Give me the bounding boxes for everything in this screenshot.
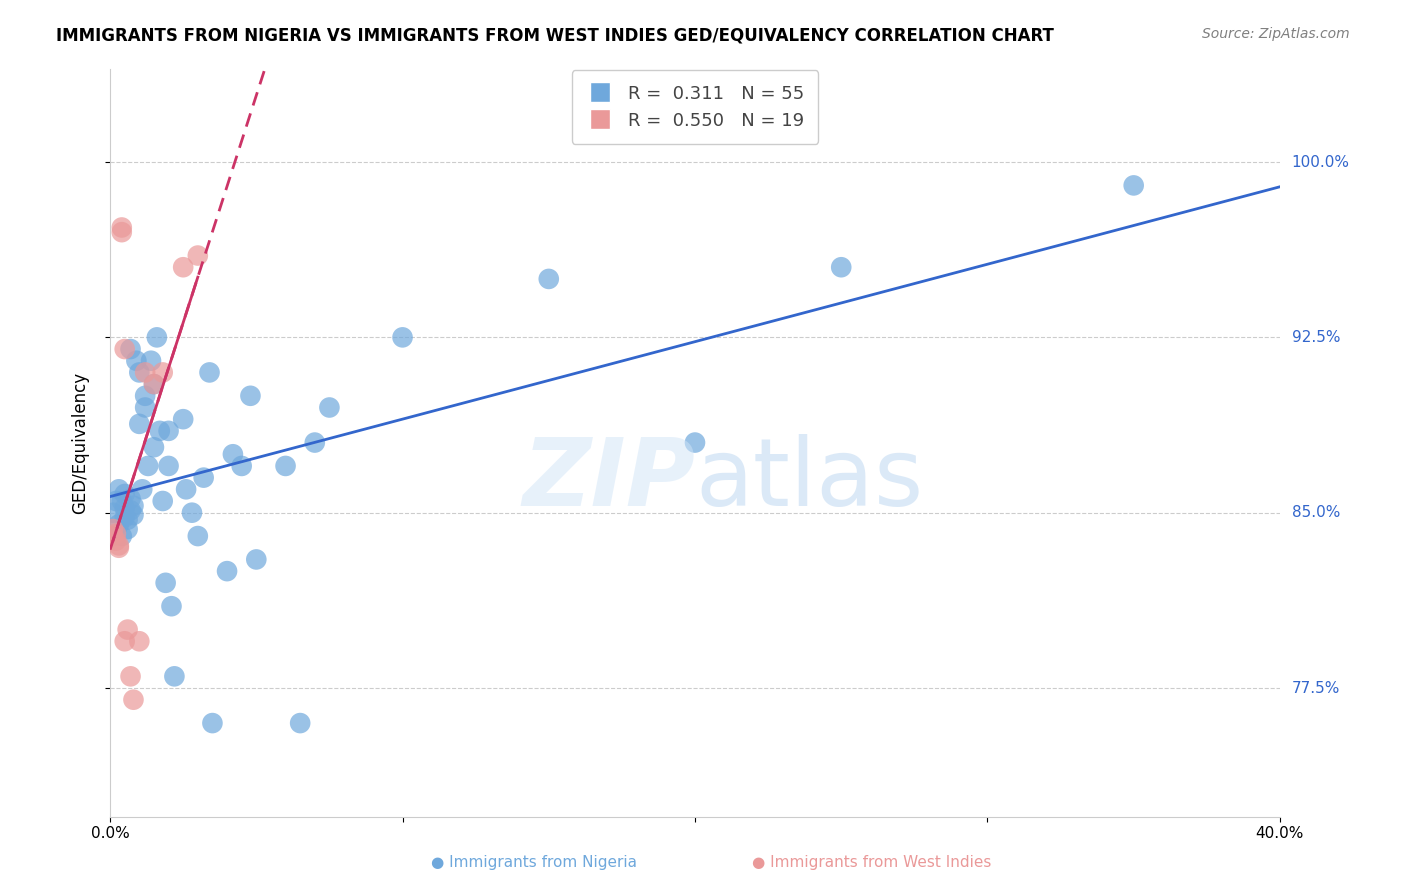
Point [152, 366, 174, 380]
Point [104, 494, 127, 508]
Text: Source: ZipAtlas.com: Source: ZipAtlas.com [1202, 27, 1350, 41]
Point [114, 510, 136, 524]
Point [128, 417, 150, 431]
Point [111, 529, 134, 543]
Point [683, 435, 706, 450]
Point [101, 529, 124, 543]
Point [114, 342, 136, 356]
Point [128, 366, 150, 380]
Point [117, 522, 139, 536]
Point [198, 366, 221, 380]
Point [391, 330, 413, 344]
Point [139, 353, 162, 368]
Point [142, 440, 165, 454]
Point [222, 447, 245, 461]
Point [111, 494, 134, 508]
Point [288, 716, 311, 731]
Point [142, 377, 165, 392]
Point [122, 692, 145, 706]
Text: 100.0%: 100.0% [1292, 154, 1350, 169]
Point [120, 342, 142, 356]
Point [157, 424, 180, 438]
Point [104, 533, 127, 548]
Text: ● Immigrants from Nigeria: ● Immigrants from Nigeria [432, 855, 637, 870]
Point [245, 552, 267, 566]
Text: atlas: atlas [695, 434, 924, 526]
Point [108, 541, 131, 555]
Point [160, 599, 183, 614]
Point [1122, 178, 1144, 193]
Point [120, 669, 142, 683]
Point [114, 634, 136, 648]
Point [111, 220, 134, 235]
Point [101, 522, 124, 536]
Point [146, 330, 169, 344]
Point [122, 508, 145, 522]
Point [120, 491, 142, 506]
Point [163, 669, 186, 683]
Point [231, 458, 253, 473]
Point [172, 412, 194, 426]
Point [201, 716, 224, 731]
Point [136, 458, 159, 473]
Point [111, 225, 134, 239]
Point [187, 529, 209, 543]
Point [134, 366, 156, 380]
Point [134, 389, 156, 403]
Point [128, 634, 150, 648]
Point [122, 499, 145, 513]
Point [149, 424, 172, 438]
Point [108, 483, 131, 497]
Point [125, 353, 148, 368]
Point [131, 483, 153, 497]
Point [152, 494, 174, 508]
Point [304, 435, 326, 450]
Point [120, 503, 142, 517]
Point [174, 483, 197, 497]
Text: 85.0%: 85.0% [1292, 505, 1340, 520]
Point [157, 458, 180, 473]
Point [108, 517, 131, 532]
Y-axis label: GED/Equivalency: GED/Equivalency [72, 371, 89, 514]
Point [117, 623, 139, 637]
Point [134, 401, 156, 415]
Text: IMMIGRANTS FROM NIGERIA VS IMMIGRANTS FROM WEST INDIES GED/EQUIVALENCY CORRELATI: IMMIGRANTS FROM NIGERIA VS IMMIGRANTS FR… [56, 27, 1054, 45]
Point [117, 513, 139, 527]
Point [104, 526, 127, 541]
Point [215, 564, 238, 578]
Point [181, 506, 204, 520]
Legend: R =  0.311   N = 55, R =  0.550   N = 19: R = 0.311 N = 55, R = 0.550 N = 19 [572, 70, 818, 144]
Text: ZIP: ZIP [522, 434, 695, 526]
Point [108, 538, 131, 552]
Text: 92.5%: 92.5% [1292, 330, 1340, 345]
Point [537, 272, 560, 286]
Point [830, 260, 852, 275]
Point [187, 248, 209, 262]
Point [318, 401, 340, 415]
Point [239, 389, 262, 403]
Point [101, 506, 124, 520]
Point [114, 501, 136, 516]
Text: ● Immigrants from West Indies: ● Immigrants from West Indies [752, 855, 991, 870]
Point [142, 377, 165, 392]
Point [114, 487, 136, 501]
Point [155, 575, 177, 590]
Point [274, 458, 297, 473]
Point [172, 260, 194, 275]
Text: 77.5%: 77.5% [1292, 681, 1340, 696]
Point [193, 470, 215, 484]
